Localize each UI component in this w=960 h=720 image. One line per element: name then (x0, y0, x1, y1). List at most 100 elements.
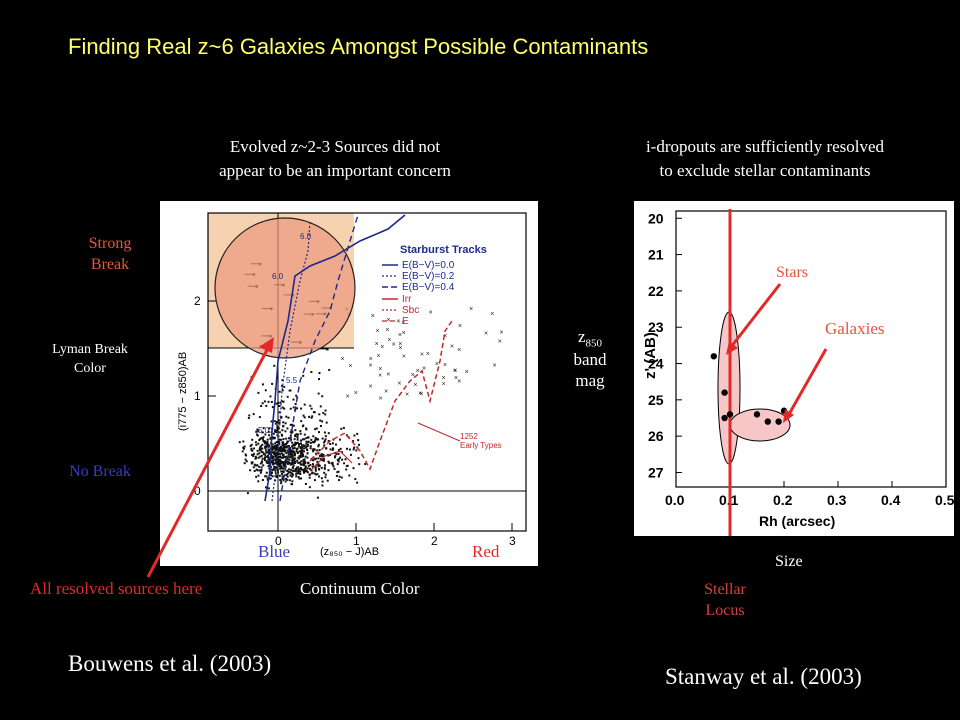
scatter-point (317, 463, 320, 466)
scatter-point (318, 431, 321, 434)
right-caption-line1: i-dropouts are sufficiently resolved (645, 137, 885, 156)
outlier-point: × (443, 362, 447, 369)
scatter-point (295, 475, 298, 478)
scatter-point (286, 440, 289, 443)
scatter-point (295, 473, 298, 476)
scatter-point (281, 475, 284, 478)
outlier-point: × (422, 366, 426, 373)
scatter-point (305, 446, 308, 449)
scatter-point (316, 437, 319, 440)
scatter-point (296, 441, 299, 444)
scatter-point (251, 449, 254, 452)
outlier-point: × (375, 328, 379, 335)
scatter-point (310, 438, 313, 441)
scatter-point (276, 469, 279, 472)
scatter-point (358, 463, 361, 466)
scatter-point (252, 413, 255, 416)
legend-title: Starburst Tracks (400, 244, 487, 256)
scatter-point (321, 459, 324, 462)
outlier-point: × (492, 363, 496, 370)
scatter-point (323, 431, 326, 434)
outlier-point: × (453, 368, 457, 375)
scatter-point (339, 447, 342, 450)
scatter-point (282, 421, 285, 424)
scatter-point (272, 447, 275, 450)
scatter-point (323, 441, 326, 444)
scatter-point (261, 447, 264, 450)
scatter-point (274, 449, 277, 452)
scatter-point (286, 449, 289, 452)
scatter-point (321, 437, 324, 440)
right-x-axis-label: Rh (arcsec) (759, 513, 835, 529)
scatter-point (313, 448, 316, 451)
scatter-point (282, 453, 285, 456)
scatter-point (295, 394, 298, 397)
scatter-point (316, 473, 319, 476)
scatter-point (304, 465, 307, 468)
scatter-point (357, 443, 360, 446)
scatter-point (242, 447, 245, 450)
scatter-point (311, 471, 314, 474)
scatter-point (306, 448, 309, 451)
scatter-point (283, 448, 286, 451)
scatter-point (300, 449, 303, 452)
scatter-point (283, 455, 286, 458)
scatter-point (343, 462, 346, 465)
dropout-highlight-circle (214, 217, 356, 359)
scatter-point (284, 430, 287, 433)
scatter-point (324, 464, 327, 467)
stars-arrowhead (726, 341, 738, 355)
scatter-point (286, 395, 289, 398)
scatter-point (291, 423, 294, 426)
scatter-point (334, 455, 337, 458)
scatter-point (316, 460, 319, 463)
scatter-point (319, 454, 322, 457)
scatter-point (279, 449, 282, 452)
scatter-point (273, 453, 276, 456)
scatter-point (302, 450, 305, 453)
x-tick-2: 2 (431, 534, 438, 548)
scatter-point (334, 443, 337, 446)
scatter-point (301, 451, 304, 454)
stars-arrow (729, 283, 782, 348)
scatter-point (298, 470, 301, 473)
scatter-point (303, 459, 306, 462)
scatter-point (272, 432, 275, 435)
legend-item-1: E(B−V)=0.0 (402, 260, 455, 271)
scatter-point (289, 447, 292, 450)
scatter-point (305, 440, 308, 443)
left-caption-line2: appear to be an important concern (219, 161, 451, 180)
scatter-point (278, 438, 281, 441)
right-y-axis-label: z' (AB) (642, 332, 659, 379)
scatter-point (262, 436, 265, 439)
red-label: Red (472, 542, 500, 561)
scatter-point (293, 444, 296, 447)
track-irr (309, 320, 453, 471)
right-plot-frame (675, 210, 947, 488)
scatter-point (307, 443, 310, 446)
scatter-point (276, 429, 279, 432)
plot-legend: Starburst Tracks E(B−V)=0.0 E(B−V)=0.2 E… (382, 244, 487, 327)
scatter-point (322, 459, 325, 462)
scatter-point (282, 467, 285, 470)
dropout-candidate (326, 347, 329, 351)
scatter-point (295, 470, 298, 473)
scatter-point (271, 475, 274, 478)
scatter-point (289, 407, 292, 410)
scatter-point (331, 447, 334, 450)
scatter-point (302, 374, 305, 377)
scatter-point (313, 411, 316, 414)
scatter-point (297, 456, 300, 459)
scatter-point (290, 438, 293, 441)
outlier-point: × (387, 337, 391, 344)
scatter-point (250, 375, 253, 378)
scatter-point (259, 455, 262, 458)
scatter-point (301, 446, 304, 449)
scatter-point (320, 477, 323, 480)
scatter-point (300, 407, 303, 410)
scatter-point (295, 442, 298, 445)
scatter-point (276, 434, 279, 437)
scatter-point (309, 441, 312, 444)
scatter-point (297, 461, 300, 464)
track-label-1: 6.0 (300, 232, 312, 241)
